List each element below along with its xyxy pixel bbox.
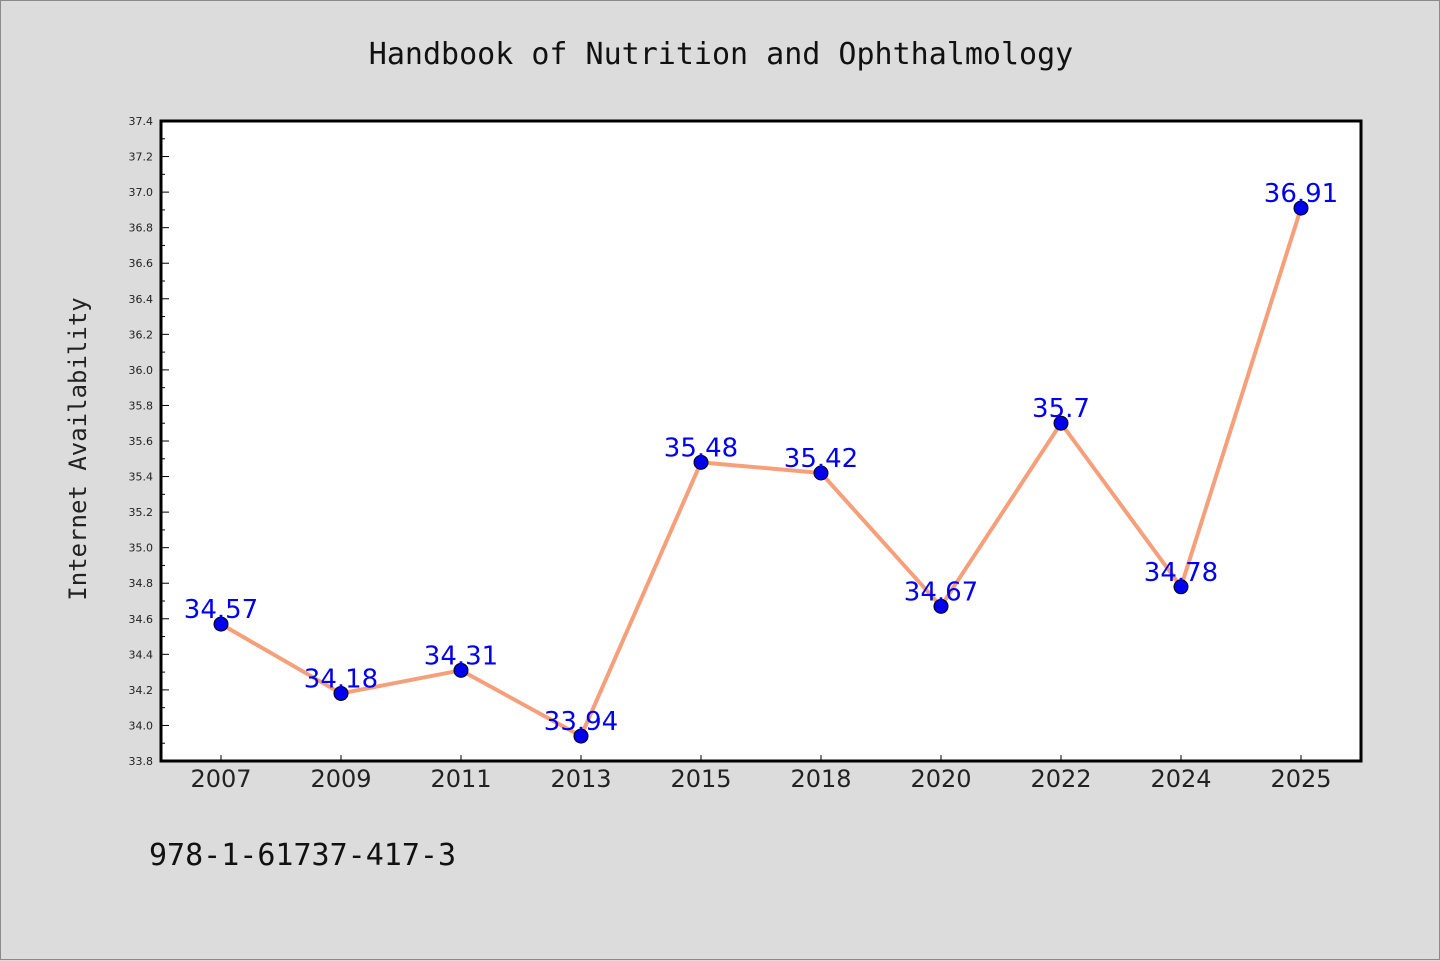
y-axis: 33.8 34.0 34.2 34.4 34.6 34.8 35.0 35.2 35.4 35.6… (129, 115, 169, 768)
y-tick-label: 35.2 (129, 506, 154, 519)
data-labels: 34.57 34.18 34.31 33.94 35.48 35.42 34.67 35.7 3… (184, 179, 1338, 737)
x-tick-label: 2015 (670, 765, 731, 793)
data-points (213, 200, 1309, 744)
x-tick-label: 2020 (910, 765, 971, 793)
y-tick-label: 34.6 (129, 613, 154, 626)
y-tick-label: 34.2 (129, 684, 154, 697)
y-tick-label: 36.6 (129, 257, 154, 270)
x-tick-label: 2022 (1030, 765, 1091, 793)
y-tick-label: 36.2 (129, 328, 154, 341)
y-tick-label: 35.8 (129, 399, 154, 412)
data-label: 36.91 (1264, 179, 1338, 209)
x-tick-label: 2007 (190, 765, 251, 793)
y-tick-label: 36.8 (129, 222, 154, 235)
data-point (1173, 579, 1189, 595)
x-tick-label: 2025 (1270, 765, 1331, 793)
y-tick-label: 35.6 (129, 435, 154, 448)
data-point (573, 728, 589, 744)
data-label: 34.78 (1144, 558, 1218, 588)
y-tick-label: 34.8 (129, 577, 154, 590)
y-tick-label: 37.2 (129, 151, 154, 164)
y-tick-label: 35.4 (129, 471, 154, 484)
data-point (933, 598, 949, 614)
data-label: 35.48 (664, 433, 738, 463)
x-tick-label: 2013 (550, 765, 611, 793)
x-axis: 2007 2009 2011 2013 2015 2018 2020 2022 2024 2025 (190, 755, 1332, 793)
y-tick-label: 37.0 (129, 186, 154, 199)
y-tick-label: 33.8 (129, 755, 154, 768)
data-label: 34.31 (424, 641, 498, 671)
y-tick-label: 36.4 (129, 293, 154, 306)
isbn-text: 978-1-61737-417-3 (149, 838, 456, 873)
y-tick-label: 36.0 (129, 364, 154, 377)
data-point (693, 454, 709, 470)
y-tick-label: 34.4 (129, 648, 154, 661)
x-tick-label: 2011 (430, 765, 491, 793)
y-tick-label: 34.0 (129, 719, 154, 732)
data-label: 33.94 (544, 707, 618, 737)
x-tick-label: 2018 (790, 765, 851, 793)
data-point (1293, 200, 1309, 216)
series-line (219, 207, 1303, 739)
data-point (333, 685, 349, 701)
data-point (213, 616, 229, 632)
series-line-group (219, 207, 1303, 739)
plot-area (159, 119, 1363, 763)
data-label: 34.18 (304, 664, 378, 694)
chart-title: Handbook of Nutrition and Ophthalmology (369, 37, 1073, 72)
data-label: 34.57 (184, 595, 258, 625)
x-tick-label: 2024 (1150, 765, 1211, 793)
x-tick-label: 2009 (310, 765, 371, 793)
data-label: 35.7 (1032, 394, 1090, 424)
data-point (453, 662, 469, 678)
y-axis-label: Internet Availability (64, 297, 92, 600)
y-tick-label: 35.0 (129, 542, 154, 555)
y-tick-label: 37.4 (129, 115, 154, 128)
data-label: 34.67 (904, 577, 978, 607)
data-label: 35.42 (784, 444, 858, 474)
data-point (813, 465, 829, 481)
data-point (1053, 415, 1069, 431)
